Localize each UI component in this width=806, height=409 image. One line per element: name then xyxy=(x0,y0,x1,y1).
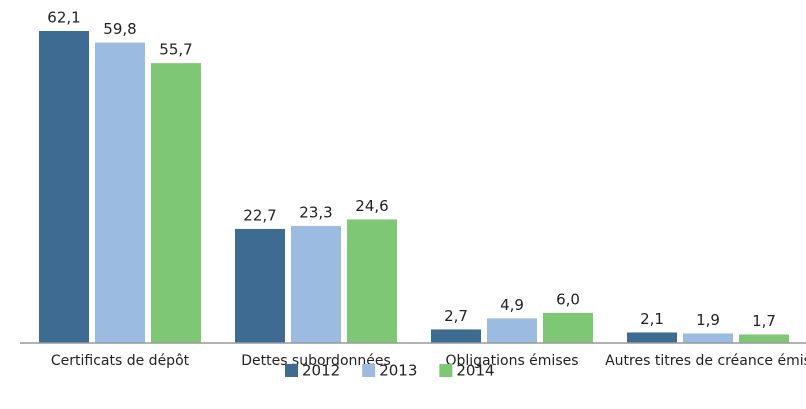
bar xyxy=(739,334,789,343)
bar xyxy=(543,312,593,343)
legend-label: 2012 xyxy=(302,362,340,380)
value-label: 59,8 xyxy=(103,20,136,38)
x-tick-label: Autres titres de créance émis xyxy=(605,353,806,369)
value-label: 23,3 xyxy=(299,203,332,221)
value-label: 55,7 xyxy=(159,41,192,59)
bar xyxy=(235,228,285,343)
legend-label: 2013 xyxy=(379,362,417,380)
value-label: 24,6 xyxy=(355,197,388,215)
value-label: 22,7 xyxy=(243,206,276,224)
value-label: 1,7 xyxy=(752,312,776,330)
legend-swatch xyxy=(285,364,298,377)
bar xyxy=(151,63,201,343)
legend-swatch xyxy=(439,364,453,377)
value-label: 2,7 xyxy=(444,307,468,325)
bar xyxy=(291,225,341,343)
value-label: 6,0 xyxy=(556,290,580,308)
value-label: 1,9 xyxy=(696,311,720,329)
bar xyxy=(683,333,733,343)
legend-swatch xyxy=(362,364,376,377)
bar xyxy=(347,219,397,343)
bar xyxy=(627,332,677,343)
legend-label: 2014 xyxy=(456,362,494,380)
value-label: 2,1 xyxy=(640,310,664,328)
bar xyxy=(39,31,89,343)
x-tick-label: Certificats de dépôt xyxy=(51,353,190,369)
value-label: 62,1 xyxy=(47,9,80,27)
x-tick-label: Obligations émises xyxy=(445,353,578,369)
bar xyxy=(431,329,481,343)
x-tick-label: Dettes subordonnées xyxy=(241,353,391,369)
bar xyxy=(95,42,145,344)
value-label: 4,9 xyxy=(500,296,524,314)
bar xyxy=(487,318,537,343)
